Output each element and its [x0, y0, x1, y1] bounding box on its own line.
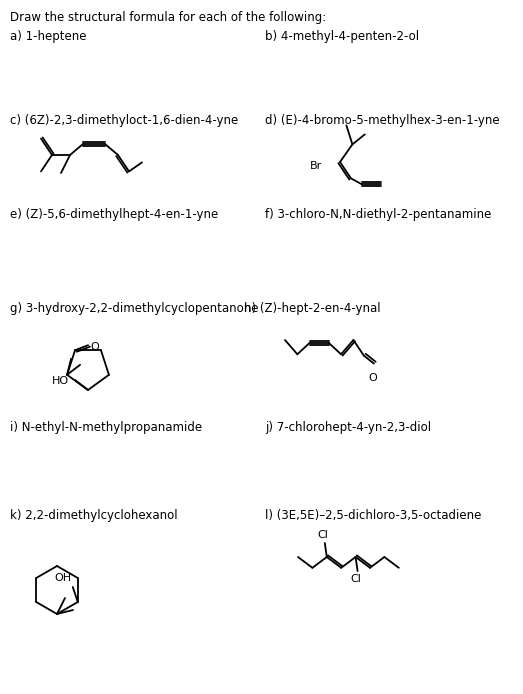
Text: Br: Br	[310, 161, 322, 171]
Text: b) 4-methyl-4-penten-2-ol: b) 4-methyl-4-penten-2-ol	[265, 30, 419, 43]
Text: j) 7-chlorohept-4-yn-2,3-diol: j) 7-chlorohept-4-yn-2,3-diol	[265, 421, 431, 434]
Text: h) (Z)-hept-2-en-4-ynal: h) (Z)-hept-2-en-4-ynal	[244, 302, 381, 315]
Text: e) (Z)-5,6-dimethylhept-4-en-1-yne: e) (Z)-5,6-dimethylhept-4-en-1-yne	[10, 208, 218, 221]
Text: Draw the structural formula for each of the following:: Draw the structural formula for each of …	[10, 11, 326, 24]
Text: i) N-ethyl-N-methylpropanamide: i) N-ethyl-N-methylpropanamide	[10, 421, 202, 434]
Text: Cl: Cl	[350, 574, 361, 584]
Text: f) 3-chloro-N,N-diethyl-2-pentanamine: f) 3-chloro-N,N-diethyl-2-pentanamine	[265, 208, 492, 221]
Text: a) 1-heptene: a) 1-heptene	[10, 30, 86, 43]
Text: k) 2,2-dimethylcyclohexanol: k) 2,2-dimethylcyclohexanol	[10, 509, 178, 522]
Text: d) (E)-4-bromo-5-methylhex-3-en-1-yne: d) (E)-4-bromo-5-methylhex-3-en-1-yne	[265, 114, 499, 127]
Text: OH: OH	[54, 573, 71, 583]
Text: O: O	[90, 342, 99, 352]
Text: g) 3-hydroxy-2,2-dimethylcyclopentanone: g) 3-hydroxy-2,2-dimethylcyclopentanone	[10, 302, 258, 315]
Text: HO: HO	[52, 376, 69, 386]
Text: O: O	[369, 373, 377, 382]
Text: l) (3E,5E)–2,5-dichloro-3,5-octadiene: l) (3E,5E)–2,5-dichloro-3,5-octadiene	[265, 509, 481, 522]
Text: Cl: Cl	[317, 530, 328, 540]
Text: c) (6Z)-2,3-dimethyloct-1,6-dien-4-yne: c) (6Z)-2,3-dimethyloct-1,6-dien-4-yne	[10, 114, 238, 127]
